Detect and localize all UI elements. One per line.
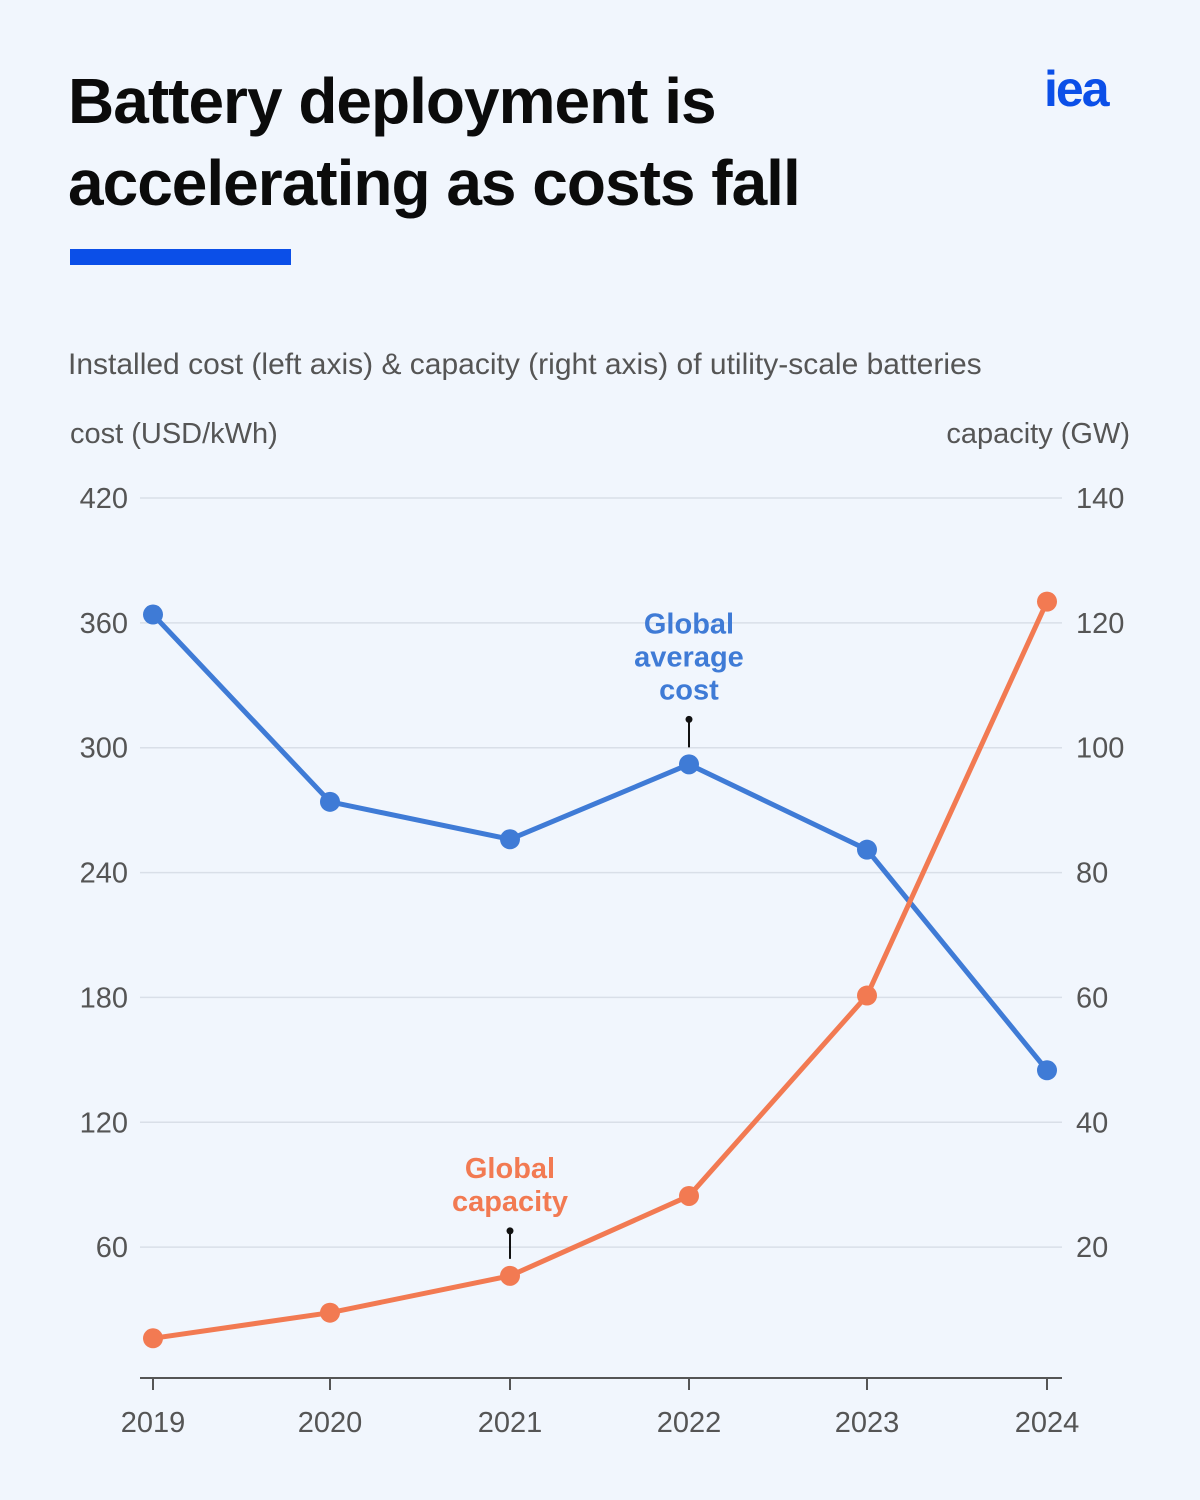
left-tick-label: 300 — [80, 733, 128, 765]
data-point — [857, 985, 877, 1006]
x-tick-label: 2022 — [657, 1407, 722, 1439]
data-point — [320, 1302, 340, 1323]
right-tick-label: 60 — [1076, 982, 1108, 1014]
left-tick-label: 360 — [80, 608, 128, 640]
accent-bar — [70, 249, 291, 265]
left-tick-label: 120 — [80, 1107, 128, 1139]
annotation-label: Global — [465, 1153, 555, 1185]
left-tick-label: 180 — [80, 982, 128, 1014]
chart-title: Battery deployment is accelerating as co… — [68, 65, 801, 219]
x-tick-label: 2024 — [1015, 1407, 1080, 1439]
data-point — [143, 604, 163, 625]
annotation-dot — [685, 715, 693, 723]
right-tick-label: 100 — [1076, 733, 1124, 765]
x-tick-label: 2021 — [478, 1407, 543, 1439]
data-point — [500, 1265, 520, 1286]
right-axis-label: capacity (GW) — [946, 418, 1130, 450]
x-tick-label: 2020 — [298, 1407, 363, 1439]
left-tick-label: 420 — [80, 483, 128, 515]
chart-subtitle: Installed cost (left axis) & capacity (r… — [68, 348, 982, 381]
right-tick-label: 20 — [1076, 1232, 1108, 1264]
annotation-label: Global — [644, 608, 734, 640]
data-point — [857, 839, 877, 860]
data-point — [320, 791, 340, 812]
left-tick-label: 240 — [80, 858, 128, 890]
right-tick-label: 80 — [1076, 858, 1108, 890]
data-point — [1037, 1060, 1057, 1081]
right-tick-label: 140 — [1076, 483, 1124, 515]
series-line-0 — [151, 612, 1049, 1072]
left-tick-label: 60 — [96, 1232, 128, 1264]
annotation-dot — [506, 1227, 514, 1235]
annotation-label: cost — [659, 674, 719, 706]
annotation-label: average — [634, 641, 744, 673]
right-tick-label: 120 — [1076, 608, 1124, 640]
right-tick-label: 40 — [1076, 1107, 1108, 1139]
data-point — [500, 829, 520, 850]
data-point — [679, 754, 699, 775]
x-tick-label: 2023 — [835, 1407, 900, 1439]
data-point — [679, 1185, 699, 1206]
data-point — [1037, 591, 1057, 612]
series-line-1 — [152, 600, 1050, 1341]
x-tick-label: 2019 — [121, 1407, 186, 1439]
left-axis-label: cost (USD/kWh) — [70, 418, 278, 450]
iea-logo: iea — [1044, 61, 1110, 117]
data-point — [143, 1328, 163, 1349]
annotation-label: capacity — [452, 1186, 568, 1218]
